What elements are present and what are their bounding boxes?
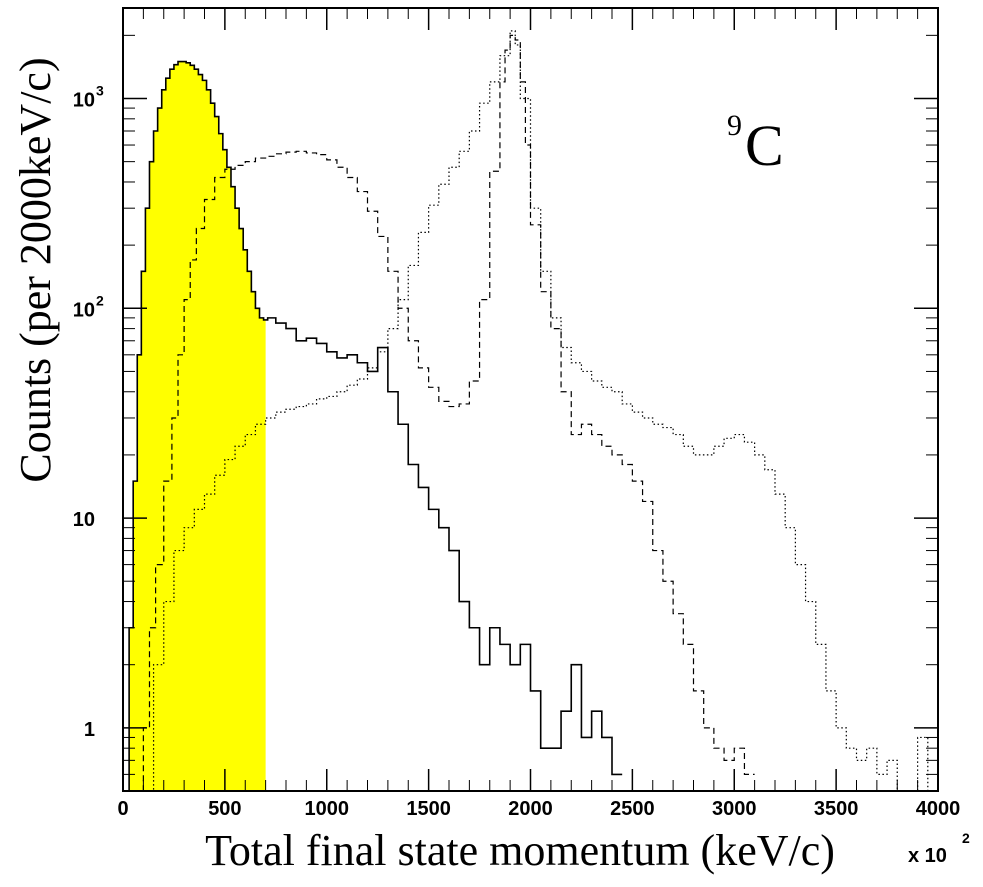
- y-axis-title: Counts (per 2000keV/c): [11, 57, 60, 482]
- x-tick-label: 1500: [406, 798, 451, 820]
- series-dashed-histogram: [133, 34, 755, 792]
- x-tick-label: 4000: [916, 798, 961, 820]
- y-tick-exponent: 2: [96, 292, 104, 308]
- y-tick-label: 1: [84, 719, 95, 741]
- y-tick-label: 10: [73, 299, 95, 321]
- x-axis-multiplier: x 10: [908, 845, 947, 867]
- series-solid-histogram: [123, 60, 623, 792]
- x-axis-multiplier-exponent: 2: [962, 830, 970, 846]
- x-tick-label: 3500: [814, 798, 859, 820]
- highlight-region: [123, 61, 266, 792]
- y-tick-label: 10: [73, 509, 95, 531]
- x-tick-label: 1000: [305, 798, 350, 820]
- x-tick-label: 2000: [508, 798, 553, 820]
- x-tick-label: 3000: [712, 798, 757, 820]
- x-tick-label: 2500: [610, 798, 655, 820]
- isotope-symbol: C: [745, 113, 784, 178]
- x-tick-label: 500: [208, 798, 241, 820]
- x-axis-title: Total final state momentum (keV/c): [205, 826, 835, 875]
- x-tick-label: 0: [117, 798, 128, 820]
- isotope-mass-number: 9: [727, 109, 742, 142]
- y-tick-exponent: 3: [96, 82, 104, 98]
- y-tick-label: 10: [73, 89, 95, 111]
